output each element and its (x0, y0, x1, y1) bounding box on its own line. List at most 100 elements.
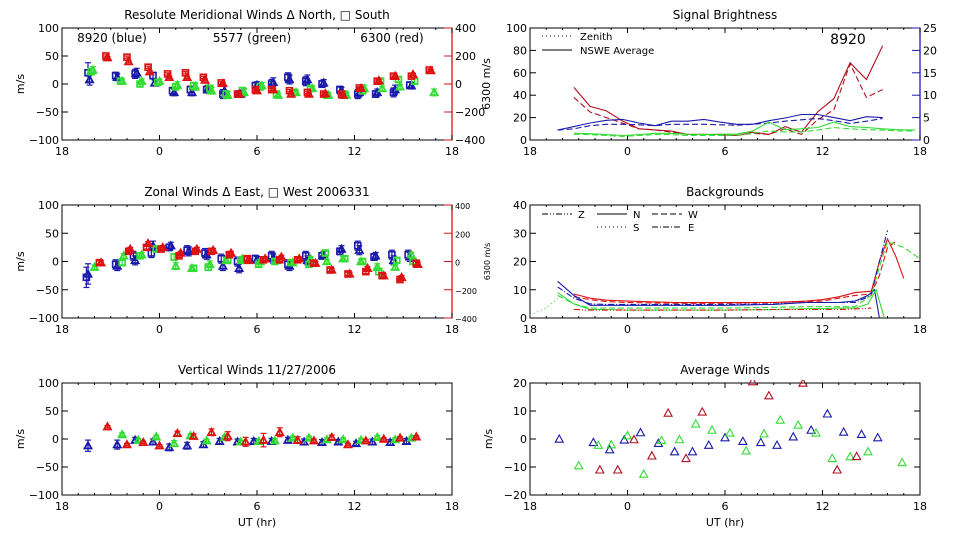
chart-vertical: Vertical Winds 11/27/2006 18 0 6 12 18 UT (hr)… (14, 363, 459, 529)
x-tick-label: 18 (913, 145, 927, 158)
y-right-tick-label: −400 (455, 315, 477, 324)
data-point-square (267, 85, 276, 94)
data-point-triangle (182, 71, 193, 81)
data-point-triangle (593, 440, 604, 449)
data-point-triangle (554, 433, 565, 443)
x-tick-label: 0 (156, 145, 163, 158)
data-point-triangle (755, 437, 766, 447)
data-point-triangle (217, 260, 228, 270)
data-point-triangle (798, 380, 808, 387)
data-point-square (412, 259, 421, 267)
data-point-square (165, 243, 174, 252)
data-point-triangle (258, 434, 269, 444)
data-point-triangle (646, 450, 657, 460)
data-point-triangle (759, 428, 769, 438)
x-tick-label: 6 (254, 323, 261, 336)
data-point-square (344, 270, 352, 278)
y-tick-label: 0 (52, 256, 59, 269)
data-point-triangle (303, 432, 315, 442)
data-point-square (293, 256, 302, 264)
data-point-triangle (172, 428, 183, 438)
data-point-triangle (123, 56, 134, 66)
data-point-square (123, 53, 131, 61)
chart-zonal: Zonal Winds Δ East, □ West 2006331 18 0 6 12… (14, 185, 492, 336)
data-point-triangle (619, 434, 630, 444)
series-line (573, 126, 916, 137)
y-tick-label: 0 (52, 78, 59, 91)
data-point-triangle (594, 464, 605, 474)
y-right-axis-label: 6300 m/s (483, 243, 492, 281)
data-point-square (407, 72, 416, 80)
data-point-square (396, 275, 404, 284)
data-point-triangle (612, 464, 623, 474)
data-point-triangle (793, 419, 804, 429)
data-point-triangle (151, 431, 162, 441)
data-point-triangle (772, 440, 782, 449)
data-point-triangle (234, 262, 245, 272)
y-tick-label: 100 (506, 22, 527, 35)
data-point-triangle (169, 438, 180, 448)
y-right-tick-label: 5 (923, 112, 930, 125)
data-point-square (222, 90, 230, 98)
plot-area (82, 238, 423, 289)
y-tick-label: 0 (520, 312, 527, 325)
data-point-square (259, 256, 268, 264)
data-point-triangle (697, 406, 708, 416)
legend-label: Z (578, 210, 585, 221)
data-point-triangle (411, 431, 422, 441)
data-point-triangle (326, 431, 337, 442)
data-point-triangle (845, 451, 856, 461)
x-axis-label: UT (hr) (706, 516, 744, 529)
x-tick-label: 0 (624, 145, 631, 158)
data-point-square (175, 252, 183, 260)
data-point-square (340, 254, 349, 263)
x-tick-label: 18 (445, 323, 459, 336)
legend-label: NSWE Average (580, 46, 654, 57)
chart-average: Average Winds 18 0 6 12 18 UT (hr) 20 10 0 −10 −20 m… (482, 363, 927, 529)
data-point-triangle (182, 440, 193, 450)
x-tick-label: 18 (913, 323, 927, 336)
data-point-square (87, 67, 96, 76)
data-point-square (371, 90, 380, 98)
data-point-triangle (144, 66, 155, 76)
data-point-triangle (377, 83, 388, 93)
y-tick-label: 10 (513, 284, 527, 297)
plot-area (554, 380, 908, 478)
data-point-square (199, 73, 208, 82)
chart-title: Average Winds (680, 363, 770, 377)
data-point-triangle (690, 418, 701, 428)
x-tick-label: 0 (624, 500, 631, 513)
y-right-axis-label: 6300 m/s (480, 58, 493, 110)
y-tick-label: 10 (513, 405, 527, 418)
data-point-square (301, 77, 310, 85)
data-point-triangle (707, 424, 717, 434)
data-point-triangle (747, 380, 758, 386)
data-point-triangle (222, 430, 233, 440)
data-point-square (254, 260, 263, 269)
data-point-triangle (669, 446, 680, 456)
x-tick-label: 18 (523, 500, 537, 513)
y-right-tick-label: −400 (455, 134, 485, 147)
y-tick-label: 100 (38, 377, 59, 390)
x-tick-label: 6 (722, 500, 729, 513)
data-point-triangle (170, 260, 181, 270)
data-point-triangle (724, 427, 735, 437)
legend-label: N (633, 210, 640, 221)
data-point-triangle (573, 460, 584, 470)
data-point-triangle (703, 440, 714, 449)
data-point-square (183, 246, 191, 254)
data-point-square (326, 266, 334, 274)
data-point-triangle (720, 432, 730, 442)
series-line (557, 113, 883, 131)
data-point-square (157, 245, 165, 253)
data-point-triangle (681, 453, 691, 463)
series-line (557, 240, 920, 309)
data-point-triangle (321, 256, 332, 266)
y-tick-label: 60 (513, 67, 527, 80)
y-tick-label: 20 (513, 256, 527, 269)
data-point-triangle (429, 87, 440, 97)
data-point-square (353, 241, 362, 250)
wavelength-annotation: 8920 (830, 32, 866, 48)
x-tick-label: 0 (624, 323, 631, 336)
